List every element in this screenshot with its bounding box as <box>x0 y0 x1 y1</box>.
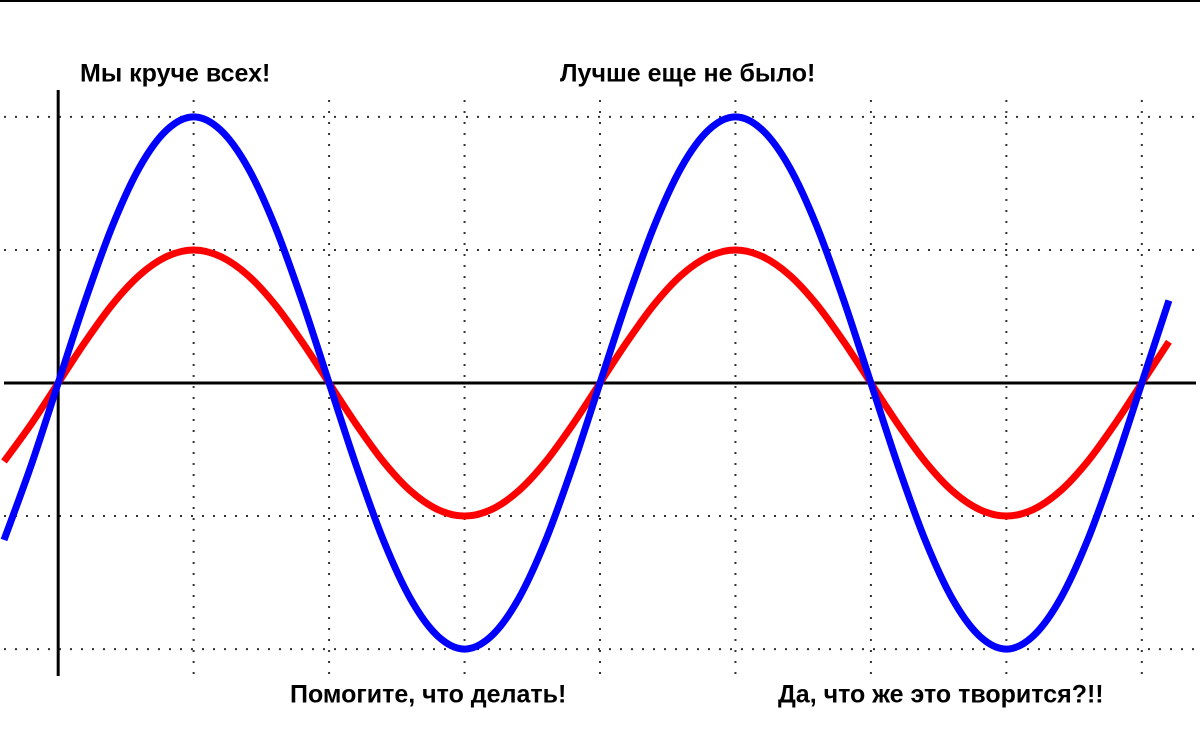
annotation: Мы круче всех! <box>80 60 270 88</box>
series-line <box>0 113 1173 653</box>
annotation: Лучше еще не было! <box>560 60 815 88</box>
annotation: Да, что же это творится?!! <box>778 681 1104 709</box>
annotation: Помогите, что делать! <box>290 681 566 709</box>
series-line <box>1 246 1172 520</box>
